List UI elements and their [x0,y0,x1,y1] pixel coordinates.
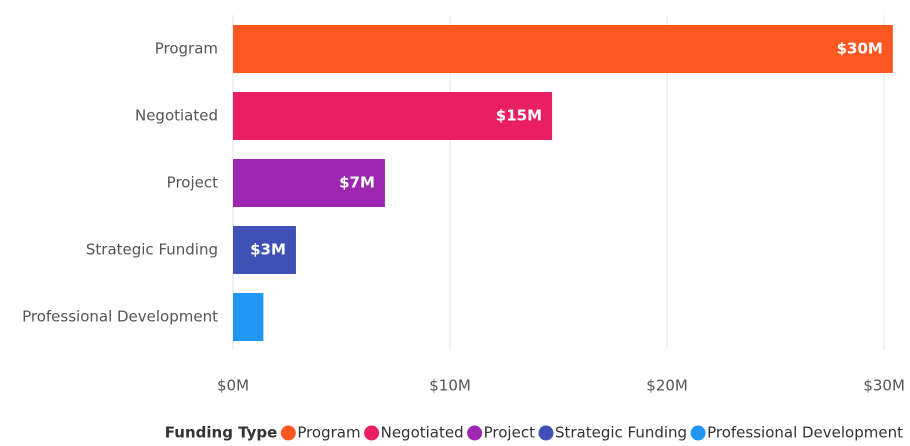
legend-marker [690,425,706,441]
legend-marker [280,425,296,441]
value-label: $15M [496,107,542,125]
y-tick-label: Strategic Funding [86,241,218,259]
legend-marker [467,425,483,441]
bar [233,92,553,140]
legend-title: Funding Type [165,424,278,442]
legend-marker [364,425,380,441]
legend-label: Strategic Funding [555,424,687,442]
bar [233,25,893,73]
y-tick-label: Project [167,174,218,192]
bar [233,293,264,341]
x-tick-label: $20M [646,377,688,395]
x-tick-label: $30M [863,377,905,395]
legend-label: Negotiated [381,424,464,442]
y-tick-label: Professional Development [22,308,218,326]
x-tick-label: $0M [217,377,249,395]
x-tick-label: $10M [429,377,471,395]
value-label: $3M [250,241,286,259]
value-label: $7M [339,174,375,192]
y-tick-label: Program [155,40,218,58]
bar [233,159,385,207]
legend-label: Professional Development [707,424,903,442]
bar [233,226,296,274]
legend-marker [538,425,554,441]
y-tick-label: Negotiated [135,107,218,125]
legend-label: Project [484,424,535,442]
legend-label: Program [297,424,360,442]
value-label: $30M [837,40,883,58]
